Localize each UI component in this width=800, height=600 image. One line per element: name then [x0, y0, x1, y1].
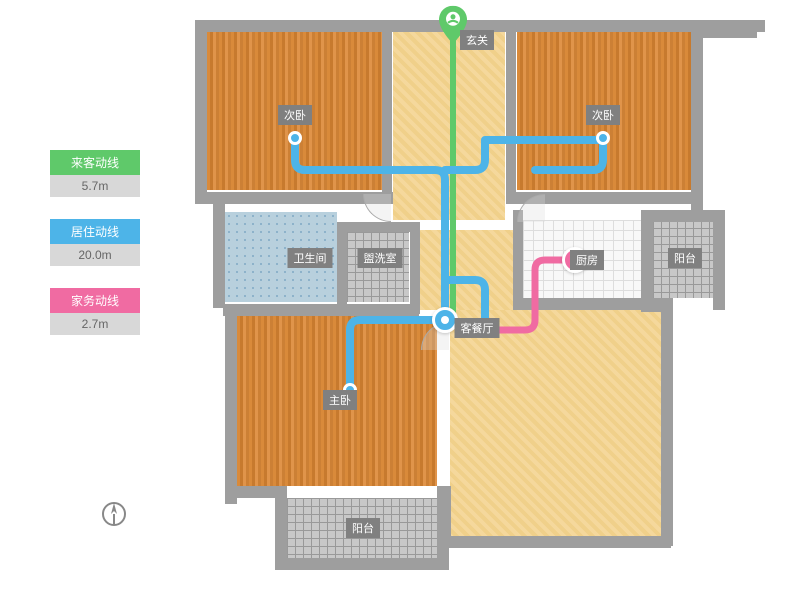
living-endpoint-icon [288, 131, 302, 145]
wall [691, 20, 703, 212]
wall [506, 30, 516, 204]
legend-item-guest: 来客动线 5.7m [50, 150, 140, 197]
room-label-kitchen: 厨房 [570, 250, 604, 270]
wall [225, 304, 237, 504]
legend-housework-value: 2.7m [50, 313, 140, 335]
wall [513, 210, 523, 310]
wall [713, 210, 725, 310]
wall [382, 30, 392, 204]
legend-guest-label: 来客动线 [50, 150, 140, 175]
wall [213, 200, 225, 308]
wall [410, 222, 420, 314]
entry-label: 玄关 [460, 30, 494, 50]
wall [641, 210, 725, 222]
wall [513, 298, 651, 310]
wall [441, 536, 671, 548]
wall [223, 304, 419, 316]
legend-item-living: 居住动线 20.0m [50, 219, 140, 266]
room-label-master: 主卧 [323, 390, 357, 410]
room-living [420, 230, 515, 310]
legend-living-label: 居住动线 [50, 219, 140, 244]
wall [641, 218, 653, 302]
room-label-bed-ne: 次卧 [586, 105, 620, 125]
wall [275, 558, 445, 570]
door-arc [363, 194, 391, 222]
room-label-bath: 卫生间 [288, 248, 333, 268]
legend-housework-label: 家务动线 [50, 288, 140, 313]
floorplan: 次卧次卧卫生间盥洗室厨房阳台主卧客餐厅阳台玄关 [195, 20, 765, 580]
wall [195, 20, 207, 204]
wall [661, 310, 673, 546]
compass-icon [100, 500, 128, 528]
room-label-wash: 盥洗室 [358, 248, 403, 268]
room-label-balcony-e: 阳台 [668, 248, 702, 268]
legend-living-value: 20.0m [50, 244, 140, 266]
room-label-bed-nw: 次卧 [278, 105, 312, 125]
room-hall-top [393, 32, 505, 220]
room-living2 [450, 310, 662, 538]
room-label-living: 客餐厅 [455, 318, 500, 338]
legend: 来客动线 5.7m 居住动线 20.0m 家务动线 2.7m [50, 150, 140, 357]
legend-item-housework: 家务动线 2.7m [50, 288, 140, 335]
wall [337, 222, 347, 306]
room-label-balcony-s: 阳台 [346, 518, 380, 538]
wall [701, 30, 757, 38]
legend-guest-value: 5.7m [50, 175, 140, 197]
living-endpoint-icon [596, 131, 610, 145]
wall [345, 222, 415, 232]
